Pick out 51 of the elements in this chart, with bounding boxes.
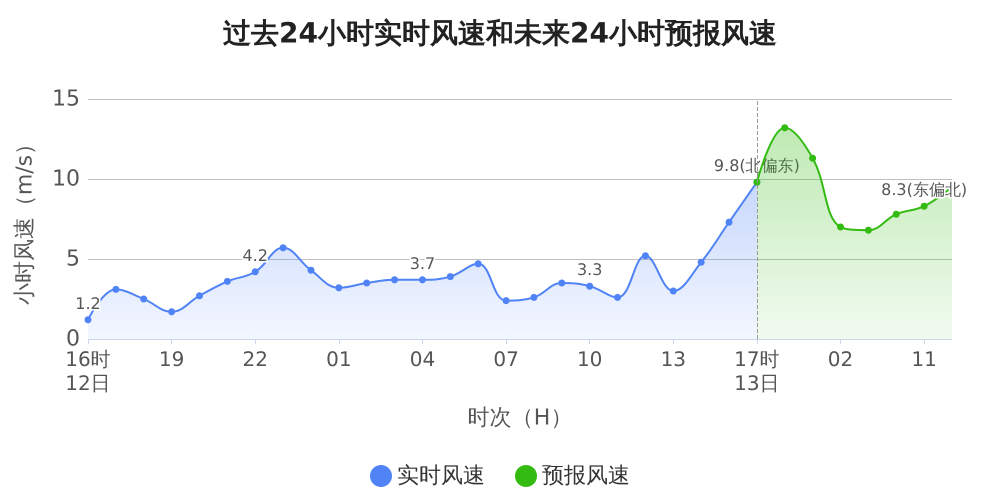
- point: [363, 280, 370, 286]
- y-tick-label: 15: [52, 86, 80, 112]
- data-label: 3.7: [410, 254, 436, 273]
- point: [530, 294, 538, 301]
- point: [614, 294, 622, 301]
- point: [224, 278, 231, 285]
- point: [670, 288, 677, 294]
- point: [864, 226, 872, 234]
- legend-label: 实时风速: [397, 464, 485, 488]
- x-tick-label: 02: [828, 347, 854, 371]
- x-tick-label: 10: [576, 347, 602, 371]
- y-axis-title: 小时风速（m/s）: [12, 132, 38, 306]
- chart-title: 过去24小时实时风速和未来24小时预报风速: [222, 16, 777, 50]
- point: [837, 224, 844, 230]
- data-label: 3.3: [576, 260, 602, 280]
- point: [698, 258, 705, 266]
- x-tick-label: 17时 13日: [734, 347, 780, 395]
- point: [140, 296, 148, 302]
- point: [84, 316, 92, 324]
- x-tick-label: 11: [911, 347, 937, 371]
- point: [280, 244, 287, 252]
- y-tick-label: 5: [66, 246, 80, 272]
- y-tick-label: 10: [52, 166, 80, 192]
- x-tick-label: 22: [242, 347, 268, 371]
- point: [920, 202, 928, 210]
- point: [726, 218, 733, 226]
- data-label: 4.2: [242, 246, 268, 265]
- point: [642, 252, 649, 260]
- point: [307, 266, 314, 274]
- x-axis-title: 时次（H）: [468, 406, 572, 430]
- point: [168, 308, 176, 316]
- point: [196, 292, 203, 300]
- point: [809, 154, 816, 162]
- point: [446, 273, 454, 280]
- point: [474, 260, 482, 268]
- x-tick-label: 07: [493, 347, 519, 371]
- x-tick-label: 19: [158, 347, 184, 371]
- point: [391, 276, 398, 284]
- point: [781, 124, 788, 132]
- x-tick-label: 04: [410, 347, 436, 371]
- point: [418, 276, 426, 284]
- x-tick-label: 13: [660, 347, 686, 371]
- x-tick-label: 01: [326, 347, 352, 371]
- point: [502, 297, 510, 304]
- point: [112, 286, 120, 293]
- point: [558, 280, 566, 286]
- point: [586, 282, 594, 290]
- point: [335, 284, 342, 292]
- point: [252, 268, 259, 276]
- point: [892, 210, 900, 218]
- legend-label: 预报风速: [542, 464, 630, 488]
